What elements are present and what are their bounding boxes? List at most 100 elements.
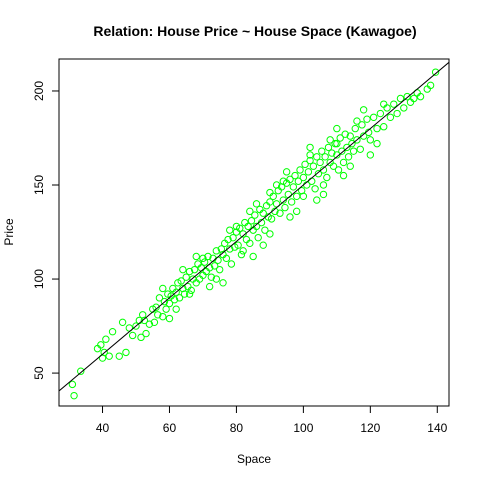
data-point	[207, 273, 216, 281]
data-point	[259, 209, 267, 217]
data-point	[205, 282, 214, 291]
data-point	[294, 177, 303, 185]
data-point	[105, 352, 113, 360]
y-tick-label: 50	[32, 366, 46, 380]
data-point	[122, 348, 130, 357]
data-point	[333, 124, 341, 133]
data-point	[244, 222, 252, 231]
data-point	[226, 226, 234, 234]
data-point	[351, 124, 359, 133]
data-point	[373, 139, 381, 148]
data-point	[348, 139, 356, 148]
data-point	[150, 318, 159, 327]
data-point	[416, 92, 425, 101]
data-point	[324, 143, 333, 152]
data-point	[192, 252, 200, 261]
data-point	[339, 158, 348, 167]
data-point	[140, 316, 149, 325]
data-point	[266, 198, 274, 206]
x-tick-label: 120	[360, 421, 380, 435]
data-point	[376, 109, 385, 118]
data-point	[299, 192, 308, 200]
data-point	[333, 151, 341, 159]
y-tick-label: 200	[32, 81, 46, 101]
data-point	[70, 391, 78, 400]
data-point	[259, 241, 267, 249]
data-point	[366, 136, 375, 144]
data-point	[343, 143, 351, 152]
data-point	[159, 284, 167, 293]
x-tick-label: 140	[427, 421, 447, 435]
data-point	[323, 173, 331, 182]
data-point	[284, 190, 293, 199]
data-point	[102, 335, 110, 343]
data-point	[306, 151, 314, 159]
data-point	[359, 106, 368, 114]
data-point	[369, 113, 378, 122]
x-axis: 40 60 80 100 120 140	[96, 406, 448, 435]
data-point	[313, 196, 321, 204]
data-point	[299, 173, 308, 182]
data-point	[321, 153, 329, 161]
data-point	[358, 121, 366, 129]
data-point	[222, 254, 231, 263]
data-point	[386, 113, 395, 122]
data-point	[212, 275, 221, 283]
regression-line	[59, 61, 449, 392]
x-axis-label: Space	[237, 452, 271, 466]
data-point	[137, 333, 145, 342]
data-point	[281, 203, 289, 212]
data-point	[142, 329, 150, 338]
data-point	[328, 149, 336, 157]
data-point	[219, 279, 227, 287]
data-point	[349, 147, 358, 155]
x-tick-label: 60	[163, 421, 177, 435]
data-point	[366, 151, 375, 159]
data-point	[336, 134, 344, 142]
data-point	[373, 124, 381, 133]
x-tick-label: 100	[293, 421, 313, 435]
data-point	[172, 288, 180, 296]
data-point	[152, 303, 160, 311]
data-point	[346, 162, 354, 170]
data-point	[115, 352, 123, 360]
data-point	[400, 104, 408, 112]
data-point	[329, 162, 338, 170]
data-point	[313, 153, 321, 161]
data-point	[226, 245, 234, 253]
data-point	[170, 296, 179, 304]
data-point	[338, 147, 346, 155]
data-point	[175, 294, 184, 302]
data-point	[128, 331, 137, 340]
data-point	[199, 254, 207, 263]
data-point	[145, 320, 154, 328]
y-axis-label: Price	[2, 218, 16, 246]
data-point	[304, 168, 313, 176]
data-point	[341, 130, 349, 138]
data-point	[237, 250, 246, 259]
data-point	[292, 192, 301, 200]
data-point	[132, 322, 140, 330]
data-point	[108, 328, 117, 336]
data-point	[286, 213, 294, 221]
data-point	[204, 252, 212, 261]
y-axis: 50 100 150 200	[32, 81, 59, 380]
data-point	[319, 190, 328, 199]
data-point	[187, 286, 195, 295]
data-point	[254, 233, 262, 242]
chart-title: Relation: House Price ~ House Space (Kaw…	[93, 23, 416, 39]
data-point	[165, 314, 174, 323]
data-point	[165, 299, 174, 308]
data-point	[177, 277, 185, 285]
data-point	[210, 262, 219, 270]
data-point	[363, 115, 371, 123]
x-tick-label: 80	[230, 421, 244, 435]
data-point	[410, 94, 418, 103]
data-point	[261, 226, 269, 234]
data-point	[224, 235, 232, 244]
data-point	[353, 117, 361, 125]
data-point	[229, 233, 237, 242]
data-point	[162, 305, 170, 313]
y-tick-label: 150	[32, 175, 46, 195]
